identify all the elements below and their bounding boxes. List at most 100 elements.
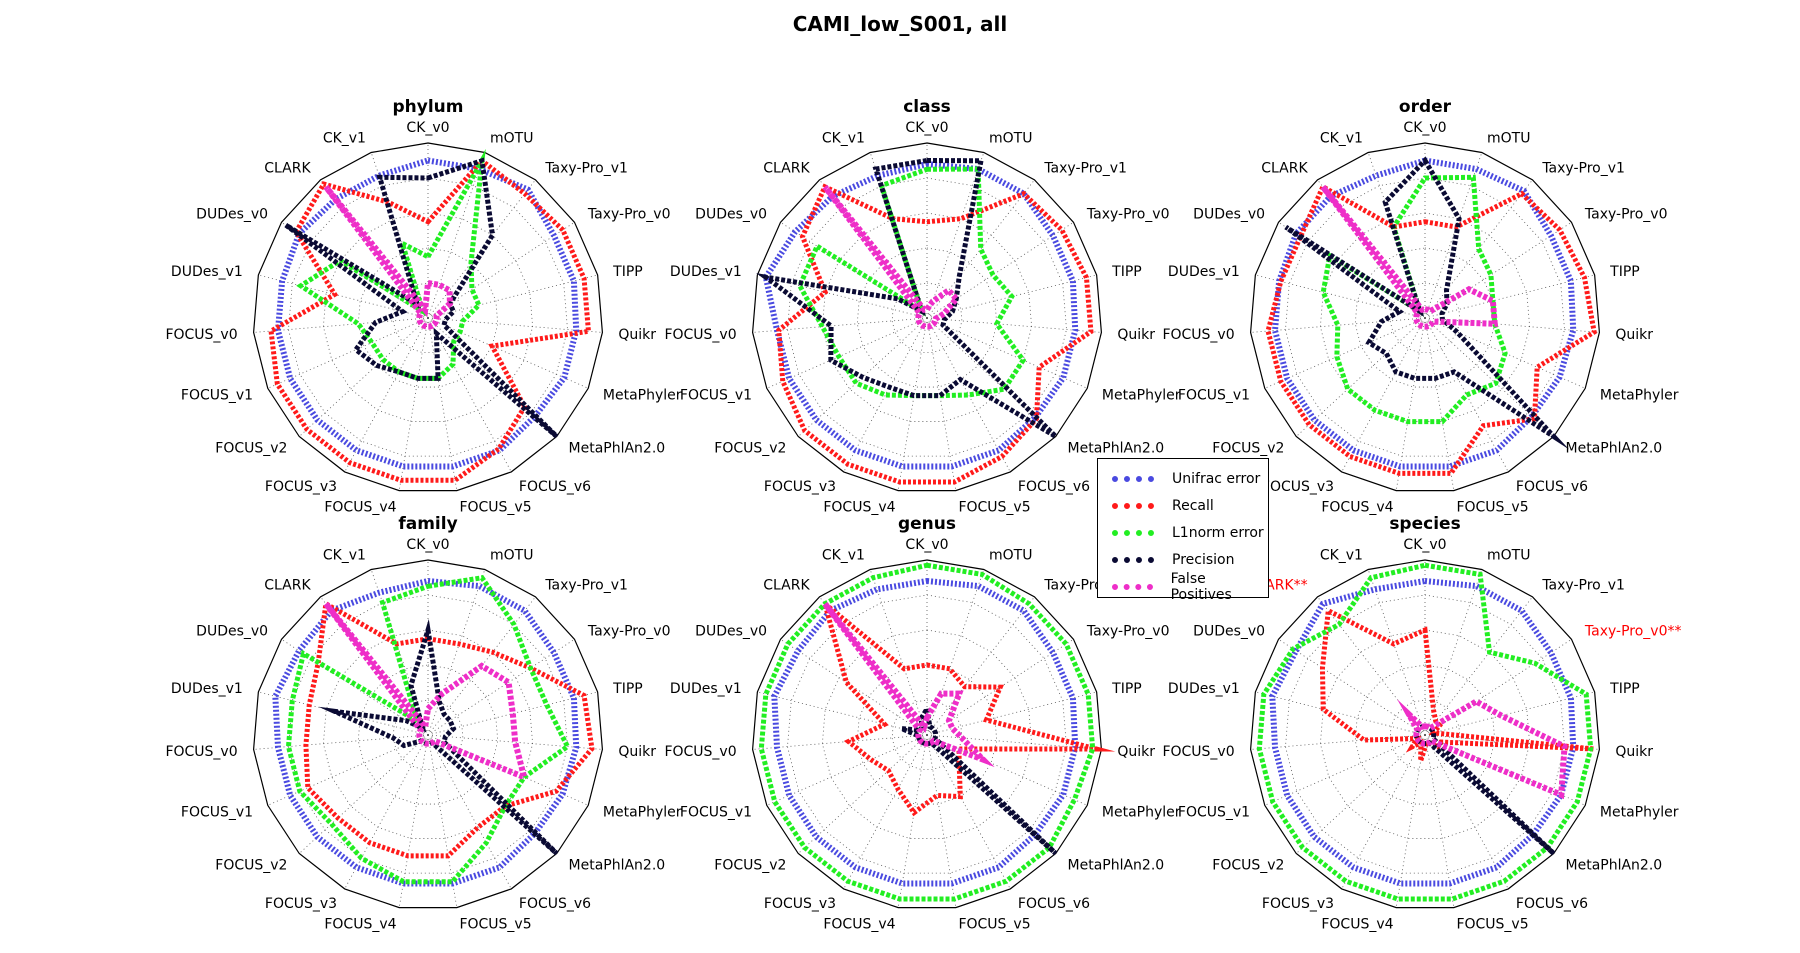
axis-label-focus-v6: FOCUS_v6 — [1018, 479, 1090, 495]
axis-label-taxy-pro-v0: Taxy-Pro_v0 — [587, 624, 671, 640]
radar-spoke — [766, 317, 928, 389]
axis-label-ck-v0: CK_v0 — [905, 120, 948, 136]
radar-gridline — [821, 212, 1033, 422]
axis-label-quikr: Quikr — [1117, 327, 1155, 343]
axis-label-ck-v0: CK_v0 — [905, 537, 948, 553]
axis-label-dudes-v1: DUDes_v1 — [1168, 264, 1240, 280]
series-l1norm-error — [285, 575, 571, 885]
axis-label-taxy-pro-v1: Taxy-Pro_v1 — [1541, 577, 1625, 593]
radar-frame — [751, 559, 1103, 909]
radar-spoke — [757, 691, 928, 736]
axis-label-clark: CLARK — [1261, 160, 1308, 176]
legend-label-l1norm: L1norm error — [1172, 524, 1264, 541]
radar-gridline — [1389, 699, 1461, 770]
radar-frame — [1249, 559, 1601, 909]
axis-label-focus-v0: FOCUS_v0 — [1162, 744, 1234, 760]
axis-label-focus-v4: FOCUS_v4 — [1321, 916, 1393, 932]
series-false-positives — [323, 601, 529, 783]
radar-frame — [751, 142, 1103, 492]
axis-label-ck-v1: CK_v1 — [323, 547, 366, 563]
series-false-positives — [1320, 184, 1499, 330]
series-l1norm-error — [796, 166, 1027, 399]
panel-title-species: species — [1389, 514, 1460, 534]
axis-label-metaphlan2-0: MetaPhlAn2.0 — [1068, 857, 1165, 873]
series-false-positives — [1397, 698, 1568, 800]
axis-label-focus-v0: FOCUS_v0 — [664, 744, 736, 760]
radar-panel-phylum: CK_v0 mOTU Taxy-Pro_v1 Taxy-Pro_v0 TIPP Quikr… — [165, 97, 681, 515]
axis-label-focus-v4: FOCUS_v4 — [823, 499, 895, 515]
axis-label-focus-v2: FOCUS_v2 — [215, 440, 287, 456]
axis-label-focus-v6: FOCUS_v6 — [519, 479, 591, 495]
axis-label-focus-v3: FOCUS_v3 — [265, 479, 337, 495]
radar-spoke — [427, 569, 486, 736]
radar-spoke — [344, 317, 429, 473]
panel-title-order: order — [1399, 97, 1452, 117]
axis-label-focus-v5: FOCUS_v5 — [958, 916, 1030, 932]
legend-label-recall: Recall — [1172, 497, 1214, 514]
axis-label-focus-v3: FOCUS_v3 — [764, 896, 836, 912]
series-false-positives — [822, 601, 995, 768]
axis-label-focus-v4: FOCUS_v4 — [324, 499, 396, 515]
series-l1norm-error — [758, 562, 1096, 902]
legend-item-l1norm: L1norm error — [1098, 519, 1268, 546]
series-recall — [268, 157, 592, 483]
series-unifrac-error — [1269, 577, 1577, 887]
legend-swatch-false-positives — [1112, 583, 1153, 590]
panel-title-class: class — [903, 97, 951, 117]
radar-spoke — [780, 638, 928, 736]
axis-label-dudes-v0: DUDes_v0 — [196, 624, 268, 640]
legend-swatch-l1norm — [1112, 529, 1154, 536]
axis-label-focus-v2: FOCUS_v2 — [714, 857, 786, 873]
radar-frame — [252, 559, 604, 909]
axis-label-motu: mOTU — [1487, 547, 1530, 563]
axis-label-focus-v0: FOCUS_v0 — [664, 327, 736, 343]
axis-label-focus-v0: FOCUS_v0 — [1162, 327, 1234, 343]
radar-gridline — [1389, 282, 1461, 353]
radar-spoke — [1367, 569, 1426, 736]
axis-label-focus-v6: FOCUS_v6 — [1516, 896, 1588, 912]
axis-label-dudes-v1: DUDes_v1 — [670, 681, 742, 697]
axis-label-ck-v0: CK_v0 — [1403, 537, 1446, 553]
axis-label-ck-v1: CK_v1 — [1320, 130, 1363, 146]
series-false-positives — [323, 184, 454, 330]
figure-title: CAMI_low_S001, all — [792, 12, 1008, 36]
radar-spoke — [1278, 638, 1426, 736]
axis-label-focus-v6: FOCUS_v6 — [519, 896, 591, 912]
axis-label-focus-v3: FOCUS_v3 — [265, 896, 337, 912]
radar-frame — [252, 142, 604, 492]
radar-spoke — [1255, 691, 1426, 736]
axis-label-ck-v0: CK_v0 — [406, 537, 449, 553]
series-unifrac-error — [762, 160, 1079, 470]
axis-label-ck-v0: CK_v0 — [406, 120, 449, 136]
radar-panel-family: CK_v0 mOTU Taxy-Pro_v1 Taxy-Pro_v0 TIPP Quikr… — [165, 514, 681, 932]
series-unifrac-error — [272, 577, 580, 887]
axis-label-focus-v5: FOCUS_v5 — [958, 499, 1030, 515]
axis-label-focus-v4: FOCUS_v4 — [324, 916, 396, 932]
series-false-positives — [822, 184, 961, 330]
series-precision — [1284, 156, 1570, 450]
legend-label-precision: Precision — [1172, 551, 1235, 568]
axis-label-focus-v5: FOCUS_v5 — [1456, 916, 1528, 932]
series-recall — [776, 183, 1094, 485]
radar-spoke — [869, 569, 928, 736]
axis-label-quikr: Quikr — [618, 744, 656, 760]
series-unifrac-error — [1271, 157, 1577, 470]
axis-label-focus-v0: FOCUS_v0 — [165, 327, 237, 343]
axis-label-dudes-v0: DUDes_v0 — [1193, 207, 1265, 223]
axis-label-tipp: TIPP — [612, 681, 643, 697]
legend-swatch-unifrac — [1112, 475, 1154, 482]
axis-label-focus-v1: FOCUS_v1 — [680, 388, 752, 404]
legend-label-unifrac: Unifrac error — [1172, 470, 1261, 487]
axis-label-tipp: TIPP — [1609, 681, 1640, 697]
axis-label-tipp: TIPP — [1111, 264, 1142, 280]
axis-label-tipp: TIPP — [1111, 681, 1142, 697]
axis-label-metaphyler: MetaPhyler — [603, 388, 682, 404]
axis-label-metaphyler: MetaPhyler — [1102, 805, 1181, 821]
radar-gridline — [392, 699, 464, 770]
legend-swatch-recall — [1112, 502, 1154, 509]
axis-label-metaphyler: MetaPhyler — [603, 805, 682, 821]
axis-label-motu: mOTU — [989, 130, 1032, 146]
axis-label-motu: mOTU — [490, 547, 533, 563]
radar-spoke — [766, 734, 928, 806]
legend-item-precision: Precision — [1098, 546, 1268, 573]
